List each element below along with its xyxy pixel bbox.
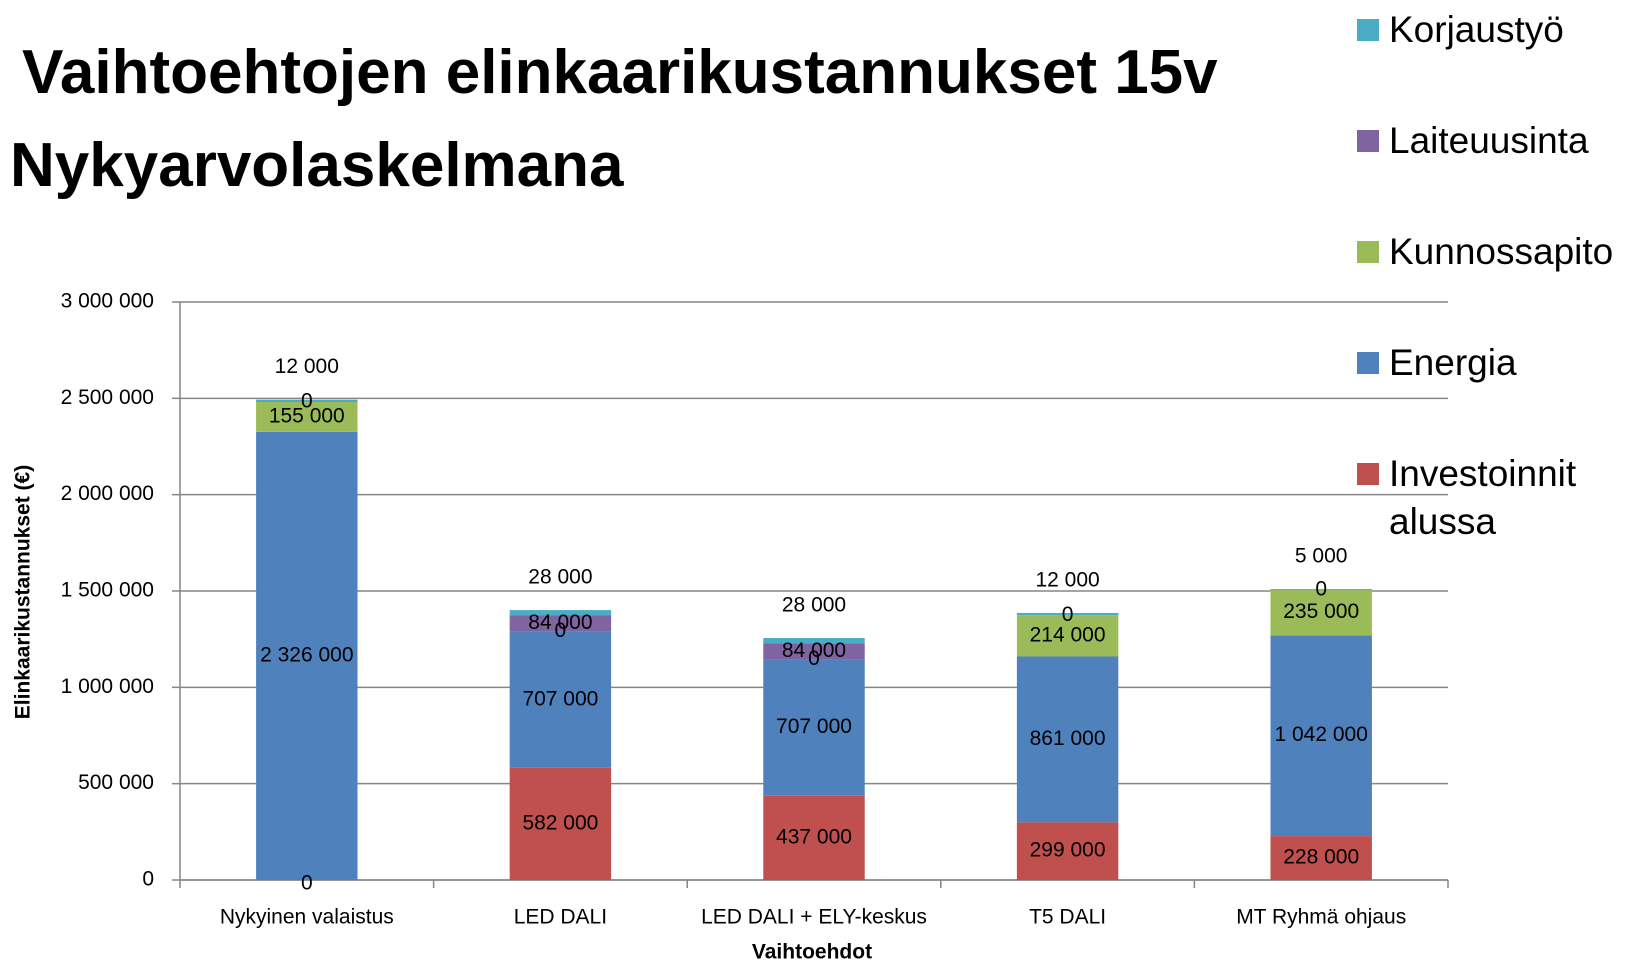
- data-label: 861 000: [1030, 727, 1106, 750]
- data-label: 12 000: [275, 355, 339, 378]
- legend-swatch: [1357, 130, 1379, 152]
- legend-label: Energia: [1389, 342, 1517, 383]
- y-tick-label: 500 000: [78, 771, 154, 794]
- legend-item: Korjaustyö: [1357, 6, 1632, 54]
- data-label: 155 000: [269, 404, 345, 427]
- bar-segment: [763, 659, 865, 796]
- bar-segment: [1270, 635, 1372, 837]
- data-label: 214 000: [1030, 623, 1106, 646]
- data-label: 228 000: [1283, 846, 1359, 869]
- legend-label: Investoinnit alussa: [1389, 453, 1577, 542]
- y-tick-label: 2 500 000: [61, 386, 154, 409]
- legend-label: Kunnossapito: [1389, 231, 1614, 272]
- data-label: 84 000: [782, 639, 846, 662]
- bar-segment: [256, 431, 358, 880]
- y-tick-label: 1 500 000: [61, 579, 154, 602]
- data-label: 0: [1315, 578, 1327, 601]
- data-label: 299 000: [1030, 839, 1106, 862]
- bar-segment: [1270, 589, 1372, 591]
- legend-swatch: [1357, 463, 1379, 485]
- legend-item: Investoinnit alussa: [1357, 450, 1632, 546]
- legend-swatch: [1357, 19, 1379, 41]
- y-tick-label: 2 000 000: [61, 482, 154, 505]
- y-axis-title: Elinkaarikustannukset (€): [12, 465, 35, 719]
- bar-segment: [1270, 836, 1372, 880]
- bar-segment: [763, 643, 865, 660]
- data-label: 0: [808, 647, 820, 670]
- data-label: 707 000: [776, 715, 852, 738]
- data-label: 28 000: [528, 566, 592, 589]
- data-label: 0: [301, 390, 313, 413]
- bar-segment: [1016, 612, 1119, 616]
- legend: Korjaustyö Laiteuusinta Kunnossapito Energi…: [1357, 6, 1632, 609]
- bar-segment: [509, 610, 612, 616]
- bar-segment: [763, 638, 865, 644]
- x-tick-label: Nykyinen valaistus: [220, 906, 394, 929]
- y-tick-label: 0: [142, 868, 154, 891]
- data-label: 582 000: [522, 811, 598, 834]
- legend-label: Korjaustyö: [1389, 9, 1564, 50]
- data-label: 0: [301, 872, 313, 895]
- data-label: 235 000: [1283, 600, 1359, 623]
- data-label: 12 000: [1035, 569, 1099, 592]
- legend-item: Energia: [1357, 339, 1632, 387]
- chart-title: Vaihtoehtojen elinkaarikustannukset 15v: [22, 38, 1218, 107]
- x-tick-label: LED DALI + ELY-keskus: [701, 906, 927, 929]
- data-label: 437 000: [776, 825, 852, 848]
- bar-segment: [1270, 590, 1372, 636]
- x-tick-label: MT Ryhmä ohjaus: [1236, 906, 1406, 929]
- bar-segment: [509, 767, 612, 880]
- y-tick-label: 3 000 000: [61, 290, 154, 313]
- data-label: 28 000: [782, 594, 846, 617]
- chart-subtitle: Nykyarvolaskelmana: [10, 131, 624, 200]
- data-label: 84 000: [528, 611, 592, 634]
- legend-swatch: [1357, 352, 1379, 374]
- legend-item: Kunnossapito: [1357, 228, 1632, 276]
- y-tick-label: 1 000 000: [61, 675, 154, 698]
- x-tick-label: LED DALI: [514, 906, 607, 929]
- legend-swatch: [1357, 241, 1379, 263]
- bar-segment: [256, 401, 358, 432]
- data-label: 5 000: [1295, 545, 1348, 568]
- data-label: 1 042 000: [1274, 723, 1367, 746]
- data-label: 2 326 000: [260, 643, 353, 666]
- bar-segment: [509, 615, 612, 632]
- data-label: 0: [555, 619, 567, 642]
- bar-segment: [256, 399, 358, 402]
- bar-segment: [1016, 656, 1119, 823]
- data-label: 707 000: [522, 687, 598, 710]
- legend-label: Laiteuusinta: [1389, 120, 1589, 161]
- bar-segment: [763, 795, 865, 880]
- x-tick-label: T5 DALI: [1029, 906, 1106, 929]
- bar-segment: [509, 631, 612, 768]
- legend-item: Laiteuusinta: [1357, 117, 1632, 165]
- bar-segment: [1016, 615, 1119, 657]
- bar-segment: [1016, 822, 1119, 880]
- x-axis-title: Vaihtoehdot: [752, 941, 872, 963]
- data-label: 0: [1062, 603, 1074, 626]
